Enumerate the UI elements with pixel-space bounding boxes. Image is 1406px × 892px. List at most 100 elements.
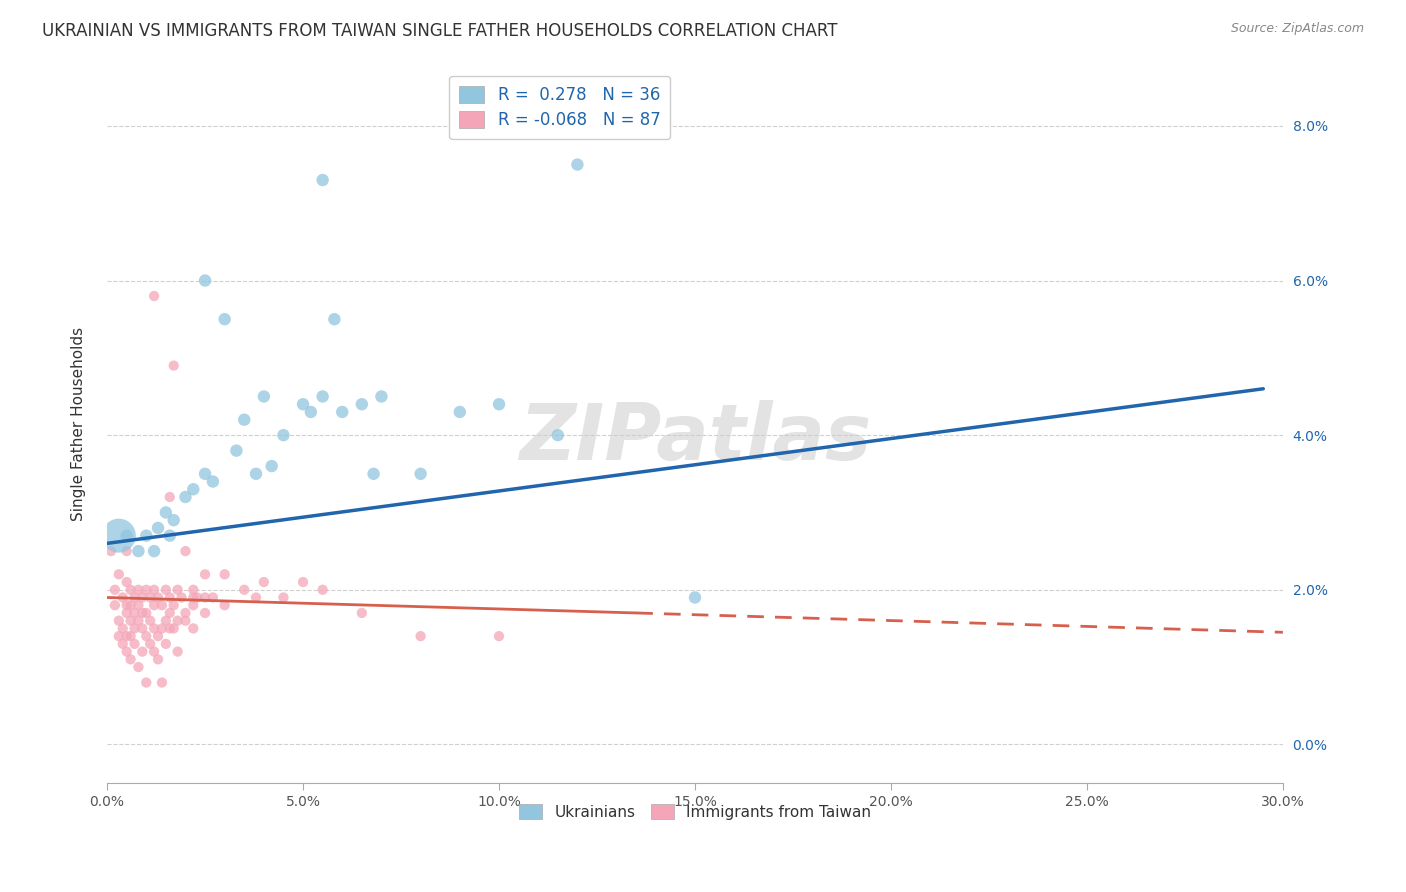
Point: [111, 622, 134, 636]
Point: [127, 614, 149, 628]
Point: [181, 599, 204, 613]
Point: [111, 591, 134, 605]
Point: [547, 428, 569, 442]
Point: [159, 490, 181, 504]
Point: [131, 645, 153, 659]
Point: [131, 622, 153, 636]
Point: [120, 614, 142, 628]
Point: [214, 312, 236, 326]
Text: UKRAINIAN VS IMMIGRANTS FROM TAIWAN SINGLE FATHER HOUSEHOLDS CORRELATION CHART: UKRAINIAN VS IMMIGRANTS FROM TAIWAN SING…: [42, 22, 838, 40]
Point: [166, 645, 188, 659]
Point: [155, 637, 177, 651]
Point: [181, 582, 204, 597]
Point: [233, 412, 256, 426]
Point: [163, 513, 186, 527]
Point: [155, 582, 177, 597]
Point: [253, 389, 276, 403]
Point: [135, 606, 157, 620]
Point: [139, 614, 162, 628]
Point: [683, 591, 706, 605]
Point: [409, 467, 432, 481]
Point: [166, 614, 188, 628]
Point: [124, 637, 146, 651]
Point: [150, 599, 173, 613]
Point: [159, 591, 181, 605]
Point: [115, 645, 138, 659]
Point: [150, 622, 173, 636]
Point: [146, 652, 169, 666]
Point: [174, 606, 197, 620]
Point: [143, 645, 166, 659]
Point: [233, 582, 256, 597]
Point: [135, 675, 157, 690]
Point: [146, 629, 169, 643]
Point: [181, 622, 204, 636]
Point: [120, 629, 142, 643]
Point: [159, 529, 181, 543]
Point: [253, 575, 276, 590]
Point: [174, 490, 197, 504]
Point: [146, 521, 169, 535]
Point: [186, 591, 208, 605]
Point: [131, 591, 153, 605]
Point: [135, 529, 157, 543]
Point: [181, 591, 204, 605]
Point: [163, 599, 186, 613]
Point: [488, 629, 510, 643]
Point: [409, 629, 432, 643]
Point: [124, 622, 146, 636]
Point: [159, 622, 181, 636]
Point: [120, 599, 142, 613]
Point: [273, 428, 295, 442]
Point: [115, 606, 138, 620]
Text: ZIPatlas: ZIPatlas: [519, 400, 872, 476]
Point: [214, 567, 236, 582]
Point: [194, 591, 217, 605]
Point: [127, 582, 149, 597]
Point: [363, 467, 385, 481]
Point: [108, 629, 131, 643]
Point: [104, 582, 127, 597]
Point: [115, 575, 138, 590]
Point: [104, 599, 127, 613]
Point: [120, 582, 142, 597]
Point: [150, 675, 173, 690]
Point: [323, 312, 346, 326]
Point: [194, 273, 217, 287]
Point: [311, 582, 333, 597]
Point: [155, 614, 177, 628]
Point: [330, 405, 353, 419]
Point: [166, 582, 188, 597]
Point: [174, 544, 197, 558]
Point: [181, 483, 204, 497]
Point: [124, 591, 146, 605]
Point: [245, 591, 267, 605]
Point: [273, 591, 295, 605]
Point: [170, 591, 193, 605]
Point: [108, 614, 131, 628]
Point: [100, 544, 122, 558]
Point: [124, 606, 146, 620]
Point: [370, 389, 392, 403]
Point: [115, 629, 138, 643]
Legend: Ukrainians, Immigrants from Taiwan: Ukrainians, Immigrants from Taiwan: [513, 797, 877, 826]
Point: [143, 544, 166, 558]
Point: [131, 606, 153, 620]
Point: [139, 637, 162, 651]
Point: [111, 637, 134, 651]
Point: [135, 629, 157, 643]
Point: [115, 544, 138, 558]
Point: [143, 289, 166, 303]
Point: [174, 614, 197, 628]
Point: [127, 599, 149, 613]
Point: [311, 389, 333, 403]
Point: [143, 582, 166, 597]
Point: [292, 575, 315, 590]
Point: [139, 591, 162, 605]
Point: [163, 359, 186, 373]
Point: [260, 459, 283, 474]
Point: [127, 544, 149, 558]
Point: [115, 599, 138, 613]
Point: [449, 405, 471, 419]
Point: [155, 506, 177, 520]
